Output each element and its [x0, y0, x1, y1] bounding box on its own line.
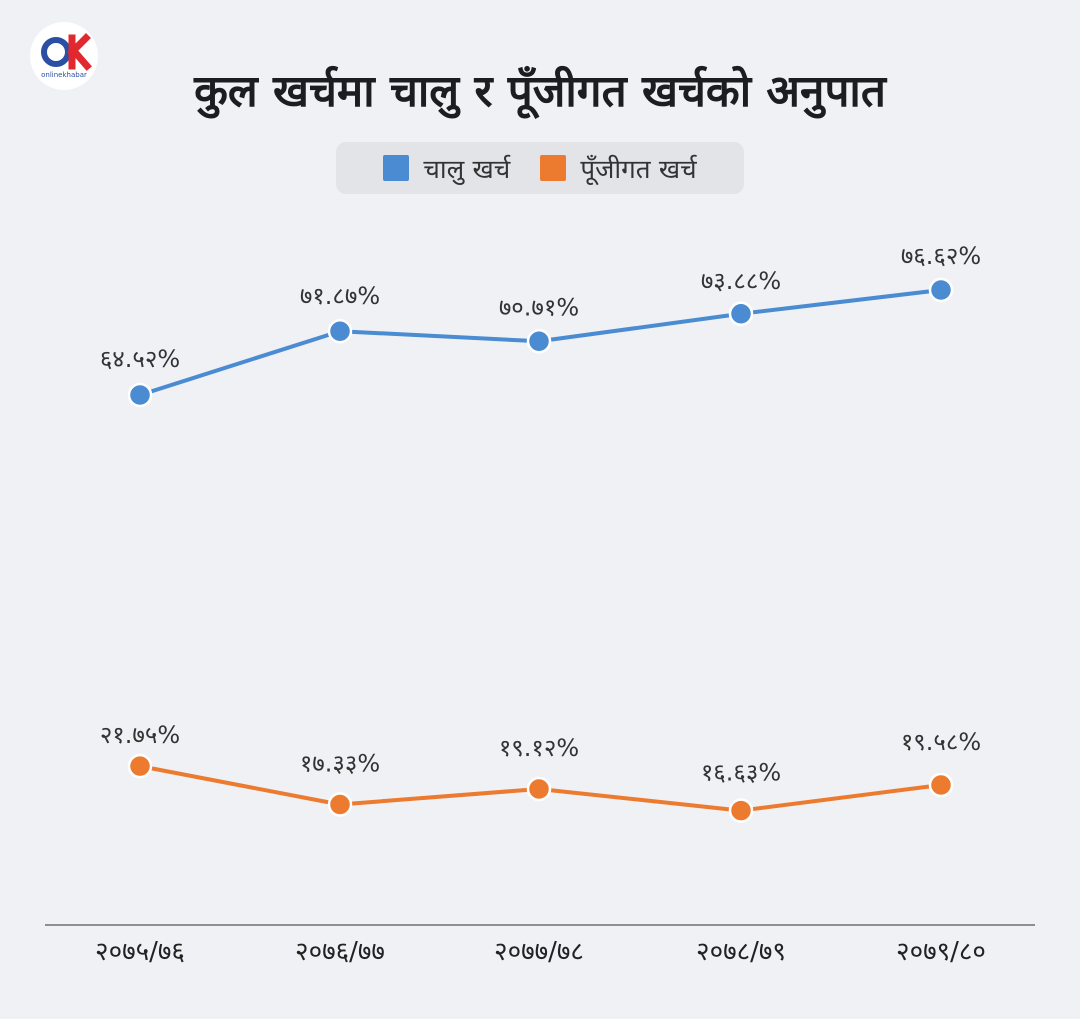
legend-label-current: चालु खर्च — [423, 155, 511, 185]
data-point-s1-1 — [327, 792, 353, 817]
data-point-s0-4 — [928, 277, 954, 303]
logo-icon: onlinekhabar — [41, 33, 92, 79]
data-label-s1-0: २१.७५% — [100, 721, 180, 749]
data-label-s0-2: ७०.७१% — [499, 293, 579, 321]
chart-legend: चालु खर्च पूँजीगत खर्च — [336, 142, 744, 194]
data-label-s0-1: ७१.८७% — [300, 282, 380, 310]
legend-swatch-current — [383, 155, 410, 181]
data-point-s0-1 — [327, 318, 353, 344]
data-point-s0-0 — [127, 382, 153, 408]
legend-label-capital: पूँजीगत खर्च — [580, 155, 697, 185]
data-point-s1-2 — [526, 776, 552, 802]
data-point-s1-3 — [728, 798, 754, 823]
chart-title: कुल खर्चमा चालु र पूँजीगत खर्चको अनुपात — [194, 66, 886, 117]
data-label-s0-4: ७६.६२% — [901, 242, 981, 270]
data-point-s1-4 — [928, 772, 954, 798]
x-tick-label-2: २०७७/७८ — [494, 937, 584, 967]
legend-item-capital-expenditure: पूँजीगत खर्च — [540, 150, 697, 186]
x-tick-label-1: २०७६/७७ — [295, 937, 385, 967]
data-point-s0-3 — [728, 301, 754, 327]
brand-logo: onlinekhabar — [30, 22, 98, 90]
data-label-s1-1: १७.३३% — [300, 750, 380, 778]
legend-item-current-expenditure: चालु खर्च — [383, 150, 510, 186]
logo-brand-text: onlinekhabar — [41, 71, 87, 79]
data-label-s1-4: १९.५८% — [901, 728, 981, 756]
data-label-s1-2: १९.१२% — [499, 734, 579, 762]
legend-swatch-capital — [540, 155, 567, 181]
data-label-s1-3: १६.६३% — [701, 759, 781, 787]
data-point-s1-0 — [127, 753, 153, 779]
x-tick-label-3: २०७८/७९ — [696, 937, 786, 967]
data-point-s0-2 — [526, 329, 552, 354]
x-tick-label-4: २०७९/८० — [896, 937, 986, 967]
x-tick-label-0: २०७५/७६ — [95, 937, 185, 967]
data-label-s0-3: ७३.८८% — [701, 267, 781, 295]
data-label-s0-0: ६४.५२% — [100, 345, 180, 373]
